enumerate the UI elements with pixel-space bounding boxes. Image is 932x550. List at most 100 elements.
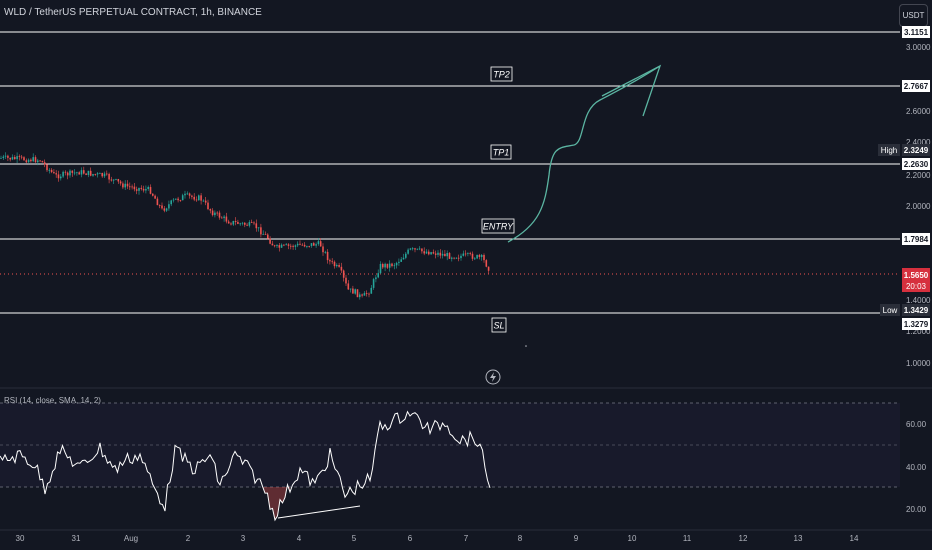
candle-body (57, 174, 60, 179)
svg-text:1.3279: 1.3279 (904, 320, 929, 329)
tp1-price-tag: 2.2630 (902, 158, 930, 170)
date-label: 14 (850, 534, 859, 543)
candle-body (43, 162, 46, 165)
candle-body (221, 217, 223, 219)
candle-body (209, 209, 212, 211)
candle-body (241, 222, 244, 224)
candle-body (322, 246, 324, 253)
candle-body (317, 241, 320, 245)
candle-body (103, 173, 106, 177)
svg-text:2.7667: 2.7667 (904, 82, 929, 91)
candle-body (478, 254, 481, 257)
svg-text:1.7984: 1.7984 (904, 235, 929, 244)
date-label: 8 (518, 534, 523, 543)
candle-body (163, 208, 166, 211)
candle-body (156, 198, 159, 206)
candle-body (117, 178, 120, 182)
candle-body (232, 220, 235, 225)
date-label: 4 (297, 534, 302, 543)
candle-body (165, 208, 168, 211)
candle-body (32, 157, 34, 162)
candle-body (96, 173, 99, 175)
candle-body (188, 193, 191, 196)
candlestick-series (0, 152, 490, 300)
tp2-label-box[interactable]: TP2 (490, 66, 513, 82)
sl-label-box[interactable]: SL (491, 317, 507, 333)
candle-body (287, 244, 290, 246)
candle-body (108, 173, 110, 180)
last-price-tag: 1.5650 20:03 (902, 268, 930, 292)
candle-body (333, 261, 336, 267)
candle-body (253, 222, 255, 224)
candle-body (329, 260, 331, 262)
candle-body (315, 244, 317, 246)
currency-button[interactable]: USDT (899, 4, 928, 27)
candle-body (248, 222, 251, 226)
entry-label-box[interactable]: ENTRY (481, 218, 515, 234)
candle-body (425, 251, 428, 254)
lightning-icon[interactable] (485, 369, 501, 385)
candle-body (432, 252, 435, 254)
candle-body (368, 293, 370, 295)
candle-body (411, 248, 414, 250)
candle-body (359, 294, 361, 298)
candle-body (175, 198, 177, 200)
candle-body (55, 173, 57, 175)
svg-text:1.3429: 1.3429 (904, 306, 929, 315)
candle-body (303, 244, 306, 247)
candle-body (308, 246, 310, 247)
candle-body (423, 251, 425, 254)
candle-body (260, 227, 262, 235)
candle-body (338, 264, 340, 267)
candle-body (204, 200, 207, 203)
candle-body (147, 187, 149, 190)
candle-body (437, 252, 439, 255)
date-label: 31 (72, 534, 81, 543)
tp1-label: TP1 (493, 148, 510, 158)
divergence-line[interactable] (277, 505, 361, 519)
candle-body (133, 186, 136, 190)
candle-body (331, 261, 333, 263)
candle-body (94, 174, 97, 175)
time-axis[interactable]: 30 31 Aug 2 3 4 5 6 7 8 9 10 11 12 13 14 (16, 534, 859, 543)
candle-body (89, 170, 92, 176)
tp1-label-box[interactable]: TP1 (490, 144, 512, 160)
candle-body (225, 216, 228, 222)
candle-body (398, 261, 400, 263)
price-tick: 2.2000 (906, 171, 931, 180)
price-tick: 1.4000 (906, 296, 931, 305)
price-axis[interactable]: 3.0000 2.6000 2.4000 2.2000 2.0000 1.400… (906, 43, 931, 368)
candle-body (451, 257, 453, 259)
candle-body (262, 233, 264, 235)
rsi-axis[interactable]: 60.00 40.00 20.00 (906, 420, 927, 514)
rsi-indicator-label[interactable]: RSI (14, close, SMA, 14, 2) (4, 396, 101, 405)
candle-body (186, 193, 189, 195)
svg-text:3.1151: 3.1151 (904, 28, 929, 37)
candle-body (7, 155, 9, 158)
candle-body (273, 245, 276, 247)
candle-body (400, 259, 402, 262)
candle-body (191, 195, 193, 197)
candle-body (386, 263, 389, 268)
candle-body (119, 181, 122, 184)
projection-path[interactable] (507, 65, 661, 243)
candle-body (11, 157, 14, 160)
candle-body (363, 293, 366, 296)
symbol-title: WLD / TetherUS PERPETUAL CONTRACT, 1h, B… (4, 7, 262, 18)
low-tag: Low 1.3429 (880, 304, 930, 316)
candle-body (223, 216, 225, 219)
candle-body (60, 176, 62, 179)
candle-body (271, 243, 274, 246)
candle-body (370, 287, 373, 294)
entry-price-tag: 1.7984 (902, 233, 930, 245)
price-tick: 1.0000 (906, 359, 931, 368)
candle-body (101, 173, 103, 177)
candle-body (434, 253, 437, 255)
candle-body (195, 199, 198, 201)
candle-body (471, 253, 474, 259)
candle-body (69, 170, 71, 176)
svg-text:2.3249: 2.3249 (904, 146, 929, 155)
candle-body (336, 264, 338, 267)
price-tick: 2.0000 (906, 202, 931, 211)
